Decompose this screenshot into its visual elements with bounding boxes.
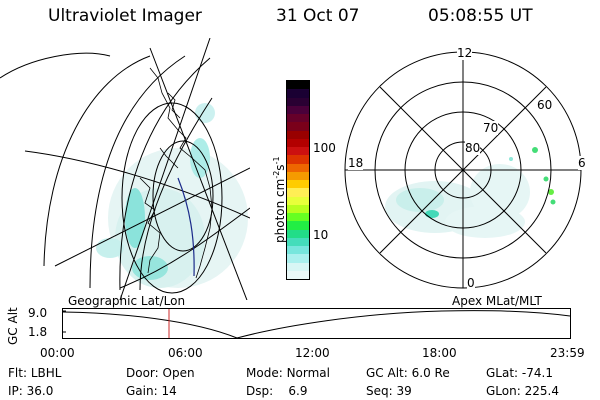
colorbar-swatch <box>287 130 309 139</box>
date-label: 31 Oct 07 <box>276 6 360 26</box>
mlt-label-0: 0 <box>467 276 475 290</box>
polar-plot <box>344 51 582 289</box>
mlt-label-18: 18 <box>348 156 364 170</box>
colorbar-swatch <box>287 188 309 197</box>
info-glon: GLon: 225.4 <box>486 384 559 398</box>
colorbar-swatch <box>287 237 309 246</box>
xtick-2359: 23:59 <box>550 346 585 360</box>
info-mode: Mode: Normal <box>246 366 330 380</box>
instrument-title: Ultraviolet Imager <box>48 6 202 26</box>
xtick-1200: 12:00 <box>295 346 330 360</box>
lat-label-70: 70 <box>483 121 499 135</box>
colorbar-swatch <box>287 229 309 238</box>
colorbar-swatch <box>287 180 309 189</box>
colorbar-tick-10: 10 <box>313 228 329 242</box>
timeline-left-title: Geographic Lat/Lon <box>68 294 186 308</box>
colorbar-swatch <box>287 114 309 123</box>
info-flt: Flt: LBHL <box>8 366 62 380</box>
info-door: Door: Open <box>126 366 195 380</box>
info-gain: Gain: 14 <box>126 384 177 398</box>
mlt-label-12: 12 <box>457 46 473 60</box>
auroral-emission-polar <box>385 147 556 238</box>
colorbar-unit-label: photon cm-2s-1 <box>272 156 287 243</box>
mlt-label-6: 6 <box>578 156 586 170</box>
colorbar-swatch <box>287 81 309 90</box>
colorbar-swatch <box>287 246 309 255</box>
lat-label-80: 80 <box>465 141 481 155</box>
altitude-timeline <box>62 308 571 339</box>
info-ip: IP: 36.0 <box>8 384 54 398</box>
graticule <box>0 38 250 300</box>
time-label: 05:08:55 UT <box>428 6 533 26</box>
auroral-emission-geo <box>96 103 248 288</box>
colorbar-swatch <box>287 204 309 213</box>
ytick-9: 9.0 <box>28 306 48 320</box>
colorbar-swatch <box>287 171 309 180</box>
info-glat: GLat: -74.1 <box>486 366 553 380</box>
colorbar-swatch <box>287 147 309 156</box>
lat-label-60: 60 <box>537 98 553 112</box>
colorbar-swatch <box>287 105 309 114</box>
colorbar-swatch <box>287 138 309 147</box>
timeline-right-title: Apex MLat/MLT <box>452 294 542 308</box>
ytick-1.8: 1.8 <box>28 325 48 339</box>
colorbar-swatch <box>287 163 309 172</box>
colorbar-swatch <box>287 262 309 271</box>
colorbar-tick-100: 100 <box>313 141 336 155</box>
colorbar-swatch <box>287 270 309 279</box>
colorbar <box>286 80 310 280</box>
colorbar-swatch <box>287 196 309 205</box>
sub-satellite-track <box>177 177 195 277</box>
xtick-1800: 18:00 <box>422 346 457 360</box>
info-gc-alt: GC Alt: 6.0 Re <box>366 366 450 380</box>
colorbar-swatch <box>287 122 309 131</box>
colorbar-swatch <box>287 221 309 230</box>
info-dsp: Dsp: 6.9 <box>246 384 308 398</box>
timeline-ylabel: GC Alt <box>6 307 20 345</box>
xtick-0600: 06:00 <box>168 346 203 360</box>
info-seq: Seq: 39 <box>366 384 412 398</box>
colorbar-swatch <box>287 97 309 106</box>
coastlines <box>139 67 213 279</box>
colorbar-swatch <box>287 89 309 98</box>
colorbar-swatch <box>287 254 309 263</box>
geographic-map <box>0 38 250 300</box>
colorbar-swatch <box>287 213 309 222</box>
colorbar-swatch <box>287 155 309 164</box>
xtick-0000: 00:00 <box>40 346 75 360</box>
